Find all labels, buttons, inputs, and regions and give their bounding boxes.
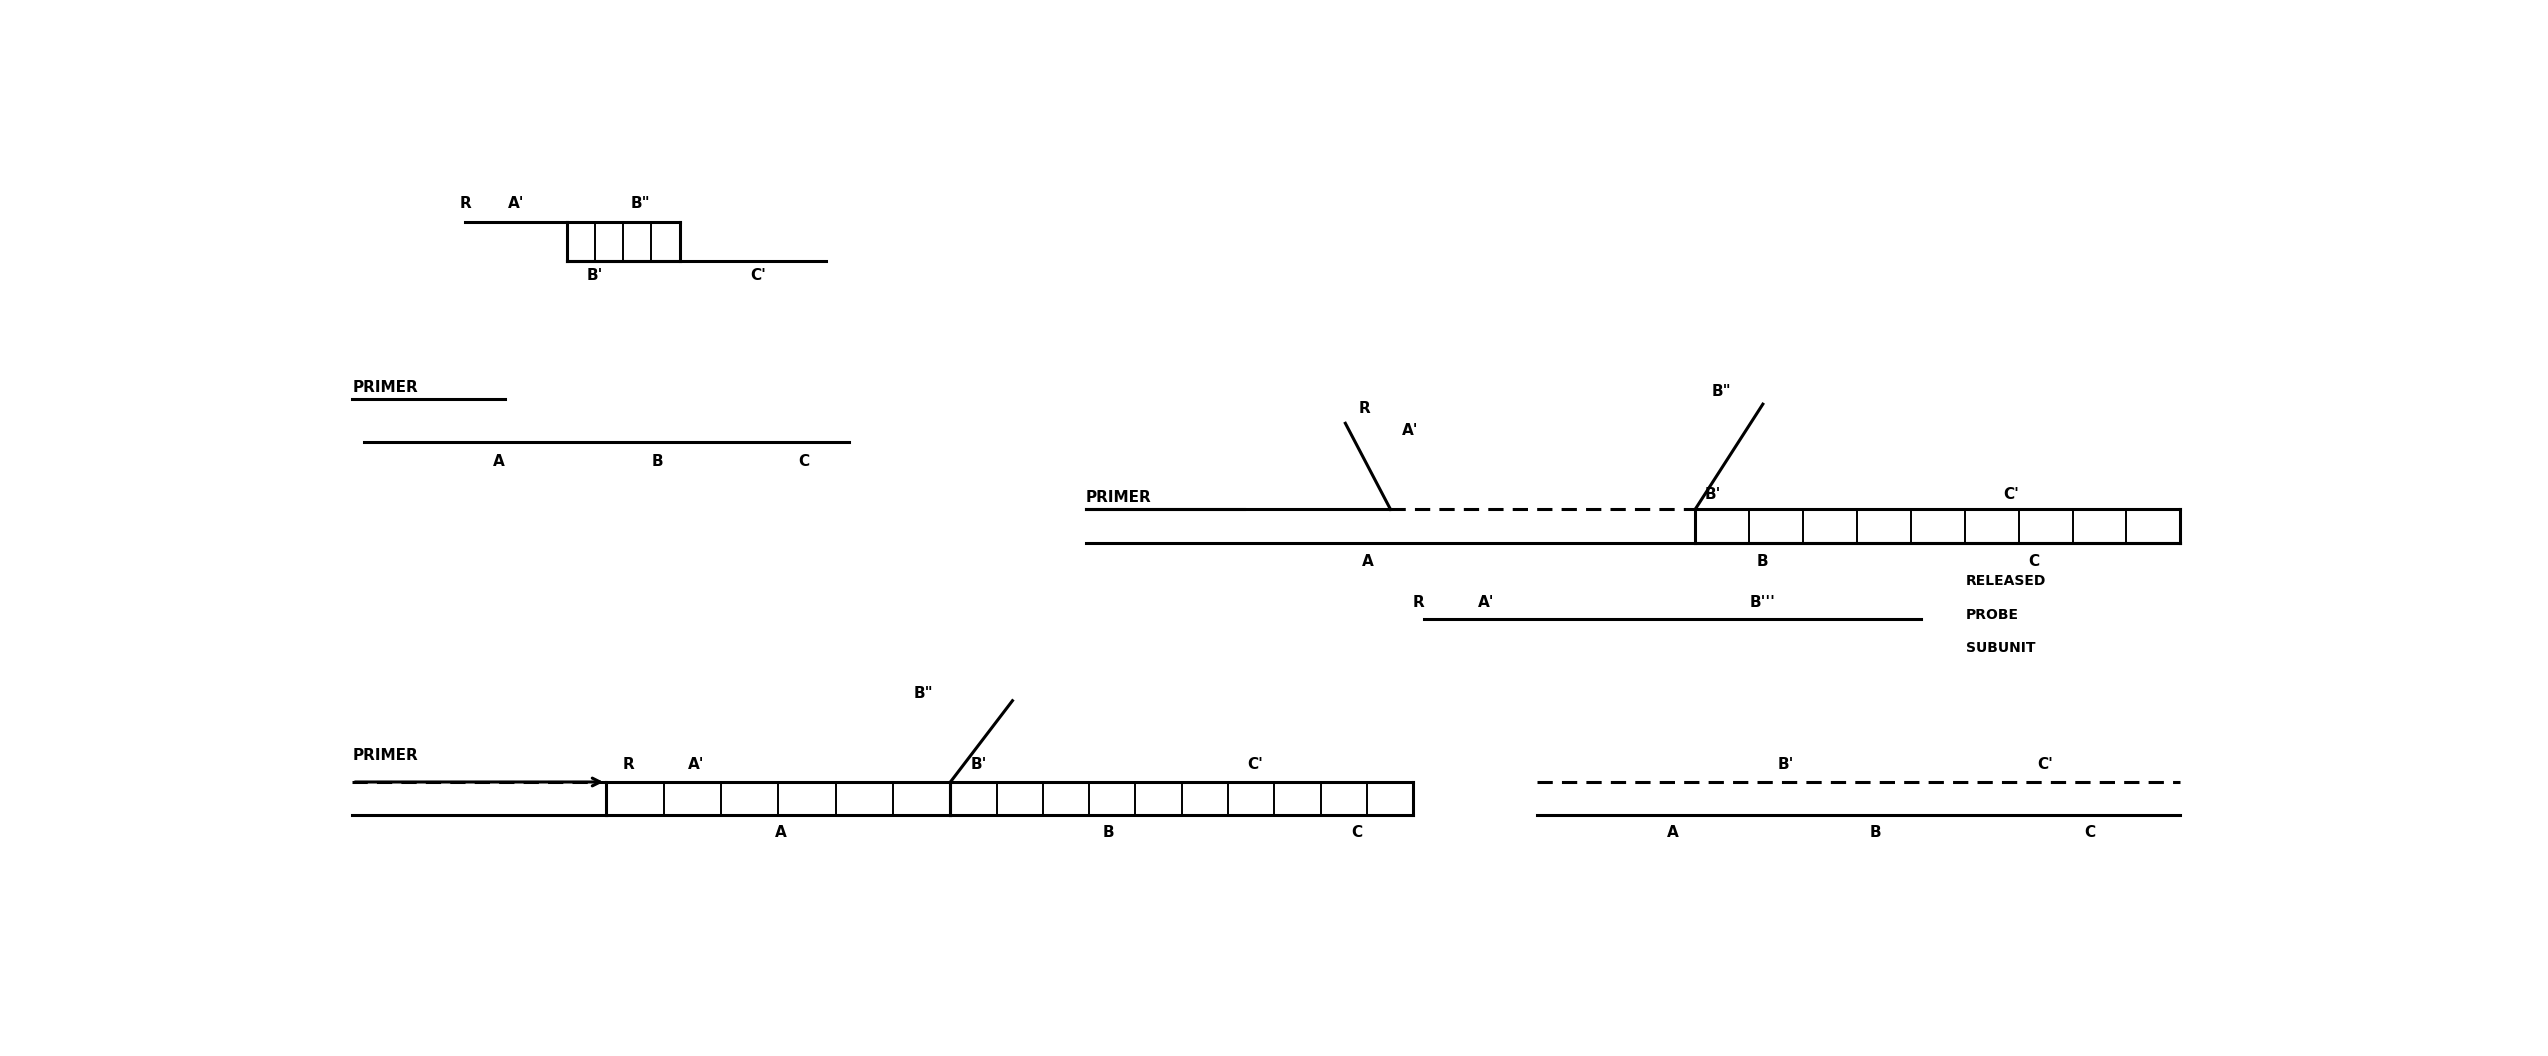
Text: A': A'	[1478, 595, 1496, 609]
Text: B': B'	[586, 268, 604, 283]
Text: A': A'	[688, 757, 706, 772]
Text: C': C'	[1246, 757, 1264, 772]
Text: B: B	[652, 454, 662, 469]
Text: R: R	[459, 196, 471, 211]
Text: B: B	[1103, 825, 1113, 840]
Text: C: C	[1350, 825, 1363, 840]
Text: A: A	[1363, 554, 1373, 569]
Text: B: B	[1870, 825, 1880, 840]
Text: PRIMER: PRIMER	[1085, 490, 1152, 505]
Text: C': C'	[2003, 487, 2018, 502]
Text: B': B'	[971, 757, 986, 772]
Text: A': A'	[1401, 422, 1419, 437]
Text: PROBE: PROBE	[1967, 607, 2018, 622]
Text: PRIMER: PRIMER	[352, 379, 418, 395]
Text: A': A'	[507, 196, 525, 211]
Text: B''': B'''	[1750, 595, 1776, 609]
Text: B": B"	[1712, 384, 1733, 399]
Text: A: A	[1666, 825, 1679, 840]
Text: R: R	[622, 757, 634, 772]
Text: C': C'	[752, 268, 767, 283]
Text: B: B	[1758, 554, 1768, 569]
Text: B': B'	[1779, 757, 1794, 772]
Text: C: C	[2084, 825, 2094, 840]
Text: PRIMER: PRIMER	[352, 748, 418, 762]
Text: SUBUNIT: SUBUNIT	[1967, 641, 2036, 655]
Text: C: C	[798, 454, 810, 469]
Text: C': C'	[2036, 757, 2054, 772]
Text: B": B"	[915, 685, 933, 701]
Text: C: C	[2028, 554, 2038, 569]
Text: A: A	[494, 454, 505, 469]
Text: RELEASED: RELEASED	[1967, 574, 2046, 588]
Text: A: A	[775, 825, 787, 840]
Text: R: R	[1412, 595, 1424, 609]
Text: B': B'	[1705, 487, 1720, 502]
Text: B": B"	[629, 196, 650, 211]
Text: R: R	[1358, 400, 1371, 416]
